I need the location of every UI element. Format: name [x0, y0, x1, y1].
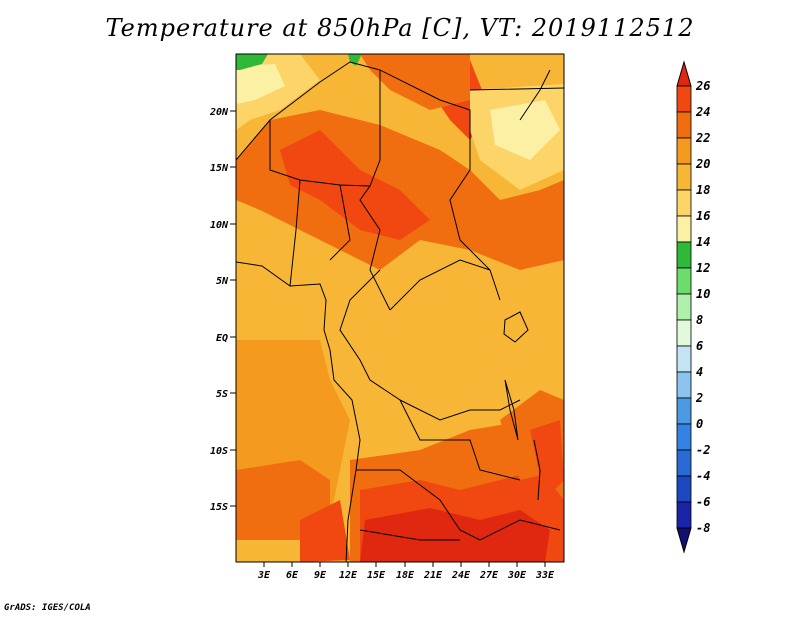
field-east-red [530, 420, 564, 500]
colorbar-label: 4 [696, 365, 703, 379]
colorbar-swatch [676, 215, 692, 243]
colorbar-label: 2 [695, 391, 703, 405]
colorbar-label: 8 [696, 313, 703, 327]
lon-label: 15E [367, 570, 386, 581]
lon-label: 30E [507, 570, 527, 581]
lat-label: 5S [216, 389, 228, 400]
lat-label: 20N [209, 107, 229, 118]
lat-label: 15S [210, 502, 228, 513]
lake-tanganyika [504, 379, 519, 441]
lat-axis: 20N 15N 10N 5N EQ 5S 10S 15S [209, 107, 236, 513]
colorbar-swatch [676, 319, 692, 347]
colorbar-swatch [676, 85, 692, 113]
colorbar-label: -6 [696, 495, 710, 509]
map-title: Temperature at 850hPa [C], VT: 201911251… [105, 14, 695, 42]
temperature-field [236, 54, 564, 562]
colorbar-swatch [676, 111, 692, 139]
lon-label: 9E [314, 570, 327, 581]
lake-victoria [503, 311, 529, 343]
colorbar-label: -2 [696, 443, 710, 457]
colorbar-swatch [676, 137, 692, 165]
colorbar-label: 26 [695, 79, 710, 93]
lon-axis: 3E 6E 9E 12E 15E 18E 21E 24E 27E 30E 33E [257, 562, 555, 581]
field-north-orange [360, 54, 470, 110]
colorbar-label: -4 [696, 469, 710, 483]
field-northwest-green [236, 54, 268, 70]
colorbar-swatch [676, 475, 692, 503]
lat-label: 5N [216, 276, 229, 287]
field-northeast-cream [490, 100, 560, 160]
colorbar-swatch [676, 293, 692, 321]
lake-malawi [533, 439, 541, 501]
colorbar-swatch [676, 345, 692, 373]
colorbar-top-arrow [676, 60, 692, 87]
lon-label: 24E [451, 570, 471, 581]
lon-label: 27E [479, 570, 499, 581]
lat-label: 10N [210, 220, 229, 231]
field-congo [320, 270, 520, 440]
lat-label: 15N [210, 163, 229, 174]
colorbar-label: 18 [696, 183, 710, 197]
colorbar-swatch [676, 397, 692, 425]
colorbar-swatch [676, 163, 692, 191]
field-south-deep-red [360, 508, 550, 562]
map-frame [235, 53, 565, 563]
colorbar-label: 10 [696, 287, 710, 301]
colorbar-swatch [676, 371, 692, 399]
colorbar-swatch [676, 423, 692, 451]
borders [236, 61, 564, 562]
lon-label: 6E [286, 570, 299, 581]
colorbar-swatch [676, 501, 692, 529]
field-northwest-cream [236, 64, 285, 104]
lon-label: 3E [257, 570, 271, 581]
colorbar-swatch [676, 241, 692, 269]
colorbar-swatch [676, 189, 692, 217]
colorbar-label: 6 [696, 339, 703, 353]
lon-label: 18E [396, 570, 415, 581]
border-lines [236, 61, 564, 541]
colorbar-swatch [676, 267, 692, 295]
colorbar-swatch [676, 449, 692, 477]
colorbar-bottom-arrow [676, 527, 692, 554]
colorbar-label: 16 [696, 209, 710, 223]
field-north-green [348, 54, 362, 66]
colorbar-label: 24 [695, 105, 710, 119]
lat-label: EQ [216, 333, 228, 344]
colorbar-label: 12 [696, 261, 710, 275]
colorbar-label: 14 [696, 235, 710, 249]
colorbar-label: 22 [695, 131, 710, 145]
lon-label: 12E [339, 570, 358, 581]
colorbar-label: 20 [695, 157, 710, 171]
lon-label: 33E [535, 570, 555, 581]
field-atlantic-red [300, 500, 350, 562]
colorbar-label: -8 [696, 521, 710, 535]
grads-credit: GrADS: IGES/COLA [4, 603, 91, 613]
red-sea-coast [519, 69, 551, 121]
lat-label: 10S [210, 446, 228, 457]
colorbar-label: 0 [696, 417, 703, 431]
lon-label: 21E [423, 570, 443, 581]
